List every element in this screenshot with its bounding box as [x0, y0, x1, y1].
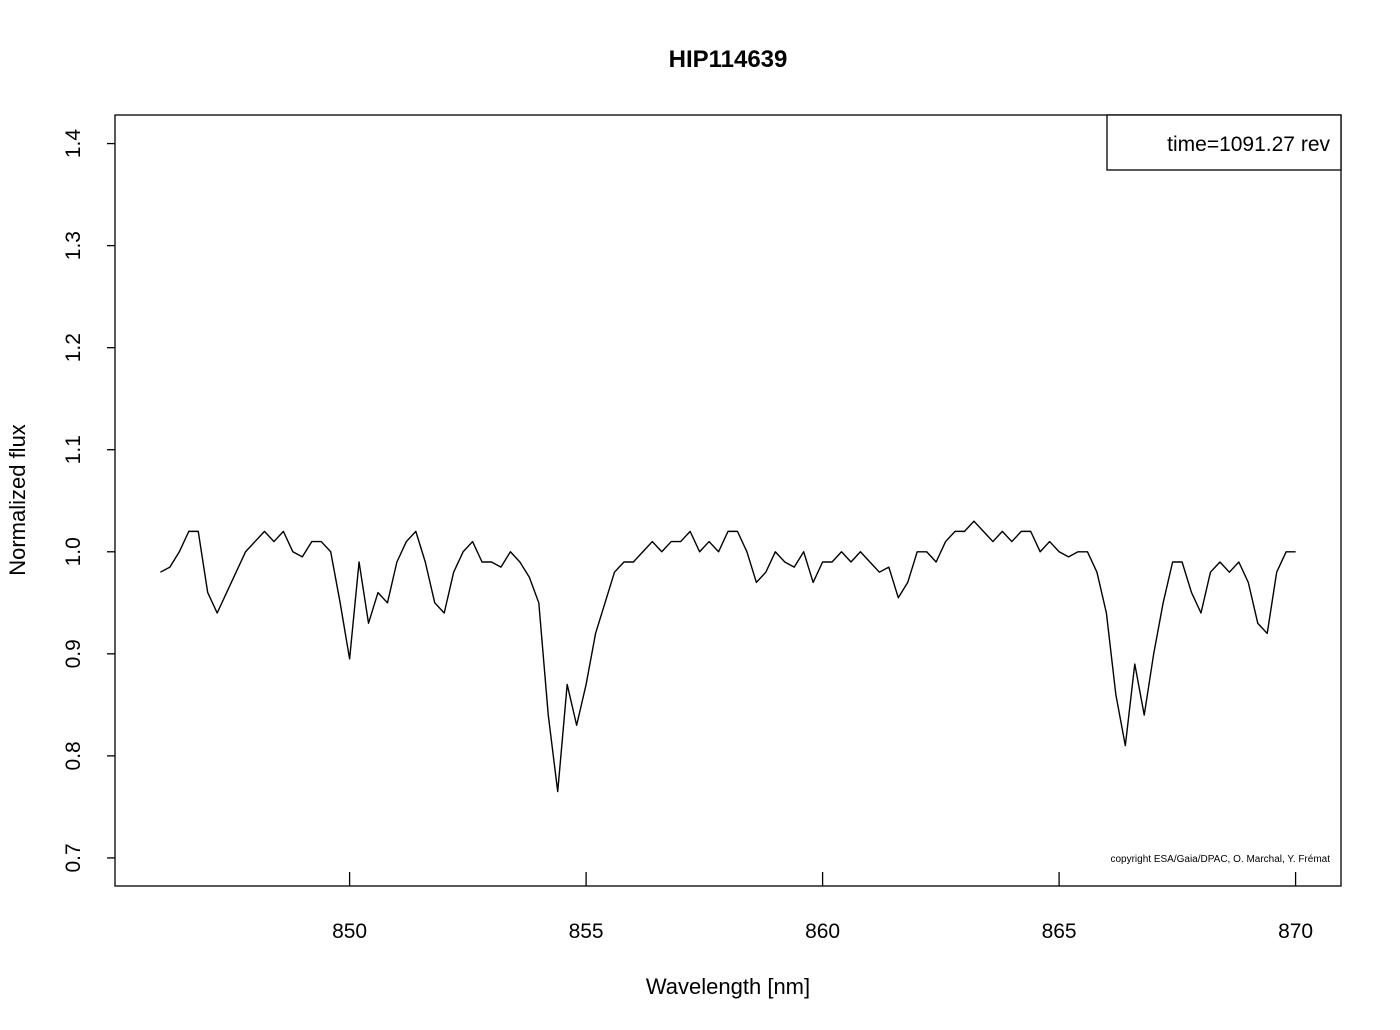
- x-axis-label: Wavelength [nm]: [646, 974, 810, 999]
- y-tick-label: 1.0: [62, 537, 85, 566]
- y-axis-label: Normalized flux: [5, 424, 30, 576]
- x-tick-label: 850: [332, 920, 367, 943]
- y-tick-label: 1.4: [62, 129, 85, 159]
- legend-box: [1106, 114, 1342, 171]
- copyright: copyright ESA/Gaia/DPAC, O. Marchal, Y. …: [1110, 854, 1330, 865]
- y-tick-label: 1.3: [62, 231, 85, 260]
- y-tick-label: 0.7: [62, 843, 85, 872]
- plot-frame: [114, 114, 1342, 887]
- x-tick-label: 855: [569, 920, 604, 943]
- x-tick-label: 870: [1278, 920, 1313, 943]
- y-tick-label: 1.1: [62, 435, 85, 464]
- legend-text: time=1091.27 rev: [1167, 133, 1330, 156]
- y-tick-label: 0.8: [62, 741, 85, 770]
- y-tick-label: 1.2: [62, 333, 85, 362]
- x-tick-label: 860: [805, 920, 840, 943]
- y-tick-label: 0.9: [62, 639, 85, 668]
- spectrum-line: [160, 520, 1296, 793]
- chart-title: HIP114639: [669, 46, 788, 73]
- x-tick-label: 865: [1042, 920, 1077, 943]
